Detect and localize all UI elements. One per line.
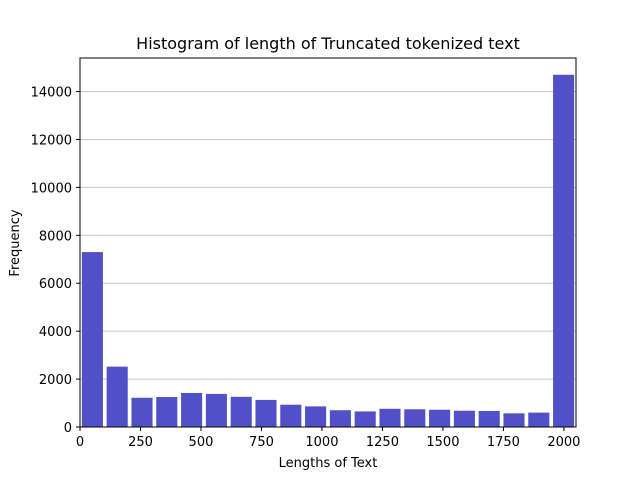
histogram-bar — [379, 408, 401, 427]
x-tick-label: 1000 — [305, 435, 338, 450]
x-tick-label: 250 — [128, 435, 153, 450]
x-axis-label: Lengths of Text — [279, 456, 378, 471]
histogram-bar — [106, 366, 128, 427]
y-tick-label: 0 — [64, 421, 72, 436]
y-axis-ticks: 0 2000 4000 6000 8000 10000 12000 14000 — [31, 86, 80, 436]
y-axis-label: Frequency — [8, 209, 23, 276]
x-tick-label: 750 — [249, 435, 274, 450]
histogram-bar — [429, 409, 451, 427]
histogram-bar — [453, 410, 475, 427]
histogram-bar — [478, 410, 500, 427]
histogram-bar — [528, 412, 550, 427]
x-tick-label: 1500 — [426, 435, 459, 450]
y-tick-label: 10000 — [31, 181, 72, 196]
y-tick-label: 12000 — [31, 133, 72, 148]
histogram-bar — [280, 404, 302, 427]
histogram-bar — [354, 411, 376, 427]
x-tick-label: 500 — [189, 435, 214, 450]
y-tick-label: 14000 — [31, 86, 72, 101]
histogram-bar — [255, 399, 277, 427]
x-tick-label: 1250 — [366, 435, 399, 450]
histogram-bar — [156, 397, 178, 427]
x-tick-label: 2000 — [547, 435, 580, 450]
y-tick-label: 8000 — [39, 229, 72, 244]
histogram-bar — [131, 397, 153, 427]
histogram-bar — [503, 413, 525, 427]
histogram-bar — [81, 252, 103, 427]
histogram-bar — [553, 74, 575, 427]
x-tick-label: 0 — [76, 435, 84, 450]
x-axis-ticks: 0 250 500 750 1000 1250 1500 1750 2000 — [76, 427, 580, 450]
chart-title: Histogram of length of Truncated tokeniz… — [136, 34, 520, 53]
bars — [81, 74, 575, 427]
histogram-bar — [230, 396, 252, 427]
x-tick-label: 1750 — [487, 435, 520, 450]
histogram-bar — [181, 392, 203, 427]
histogram-bar — [329, 410, 351, 427]
plot-frame — [79, 57, 577, 428]
y-tick-label: 6000 — [39, 277, 72, 292]
y-tick-label: 4000 — [39, 325, 72, 340]
y-tick-label: 2000 — [39, 373, 72, 388]
gridlines — [80, 91, 576, 380]
histogram-bar — [404, 409, 426, 427]
histogram-bar — [305, 406, 327, 427]
histogram-bar — [205, 393, 227, 427]
